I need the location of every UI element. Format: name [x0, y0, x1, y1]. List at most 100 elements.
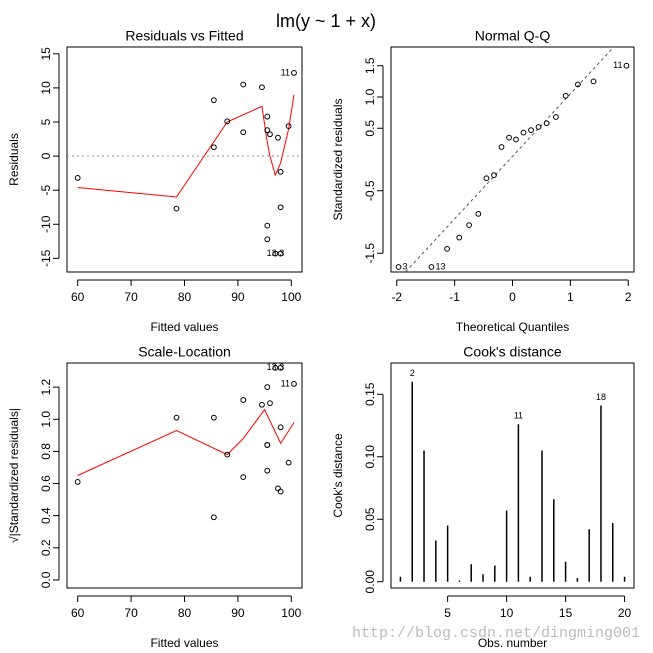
y-tick-label: 0.05 [363, 507, 377, 531]
point [240, 129, 247, 136]
plot-box [390, 362, 635, 589]
x-tick-label: 90 [231, 606, 245, 620]
point-label: 13 [267, 248, 277, 258]
x-axis-label: Obs. number [478, 636, 547, 650]
x-tick-label: 15 [559, 606, 573, 620]
point [552, 114, 559, 120]
point [224, 451, 231, 458]
point [291, 380, 297, 387]
point [264, 113, 271, 120]
point-label: 11 [281, 378, 290, 388]
point [264, 127, 271, 134]
point [264, 442, 271, 448]
panel: Residuals vs Fitted Fitted values Residual… [7, 28, 303, 334]
point-label: 3 [279, 362, 284, 372]
panel: Scale-Location Fitted values √|Standardize… [7, 344, 303, 650]
point [272, 250, 279, 257]
watermark: http://blog.csdn.net/dingming001 [352, 625, 640, 642]
point [259, 84, 265, 91]
point [444, 245, 451, 252]
point [513, 136, 519, 143]
point [285, 459, 292, 466]
panel-title: Cook's distance [463, 344, 562, 360]
point [259, 401, 265, 408]
point [574, 81, 581, 88]
point [264, 222, 271, 229]
plot-box [66, 46, 303, 273]
x-tick-label: 100 [281, 290, 301, 304]
point [277, 488, 284, 495]
point [483, 175, 490, 182]
y-tick-label: 1.2 [39, 378, 53, 395]
point-label: 11 [281, 67, 290, 77]
point [74, 175, 81, 181]
plot-box [66, 362, 303, 589]
point [498, 144, 505, 150]
y-axis-label: Residuals [7, 133, 21, 186]
point [272, 364, 279, 371]
y-tick-label: 0.15 [363, 382, 377, 406]
y-tick-label: 5 [39, 118, 53, 125]
point [543, 120, 550, 127]
point [428, 264, 435, 270]
point [491, 172, 497, 179]
y-tick-label: -15 [39, 249, 53, 267]
x-tick-label: 90 [231, 290, 245, 304]
x-tick-label: -1 [449, 290, 460, 304]
point [535, 124, 542, 130]
point-label: 13 [267, 362, 277, 372]
point [267, 400, 273, 407]
point [275, 134, 281, 141]
y-axis-label: √|Standardized residuals| [7, 408, 21, 543]
x-tick-label: 60 [71, 606, 85, 620]
point [240, 81, 247, 88]
point [562, 92, 569, 99]
x-tick-label: 10 [500, 606, 514, 620]
y-tick-label: -10 [39, 215, 53, 233]
main-title: lm(y ~ 1 + x) [276, 11, 376, 31]
point-label: 11 [613, 60, 622, 70]
point [264, 384, 271, 391]
point [277, 364, 284, 371]
point [210, 514, 217, 521]
y-tick-label: 0.8 [39, 443, 53, 460]
point-label: 13 [436, 261, 446, 271]
y-tick-label: 0.00 [363, 570, 377, 594]
panel: Cook's distance Obs. number Cook's distanc… [331, 344, 635, 650]
x-tick-label: 70 [124, 606, 138, 620]
x-tick-label: 5 [444, 606, 451, 620]
plot-box [390, 46, 635, 273]
point [210, 97, 217, 104]
panel: Normal Q-Q Theoretical Quantiles Standardi… [331, 28, 635, 334]
panel-title: Scale-Location [138, 344, 231, 360]
y-axis-label: Standardized residuals [331, 98, 345, 220]
y-tick-label: 1.5 [363, 57, 377, 74]
y-tick-label: -5 [39, 185, 53, 196]
line [404, 47, 615, 272]
point [475, 210, 482, 217]
point [264, 467, 271, 474]
y-tick-label: 10 [39, 81, 53, 95]
x-tick-label: 70 [124, 290, 138, 304]
point [264, 236, 271, 243]
point [210, 144, 217, 151]
point-label: 3 [403, 261, 408, 271]
x-tick-label: 100 [281, 606, 301, 620]
panel-title: Residuals vs Fitted [125, 28, 243, 44]
point-label: 11 [514, 411, 523, 421]
x-tick-label: 60 [71, 290, 85, 304]
point [528, 127, 534, 134]
y-axis-label: Cook's distance [331, 433, 345, 518]
point-label: 3 [279, 248, 284, 258]
point [506, 134, 512, 141]
y-tick-label: 0.4 [39, 507, 53, 524]
point [240, 397, 247, 403]
point [466, 222, 473, 229]
point [590, 78, 597, 85]
point [456, 234, 463, 241]
point [520, 129, 527, 136]
point [224, 118, 231, 125]
point [277, 424, 284, 431]
x-tick-label: 20 [618, 606, 632, 620]
x-axis-label: Fitted values [150, 320, 218, 334]
